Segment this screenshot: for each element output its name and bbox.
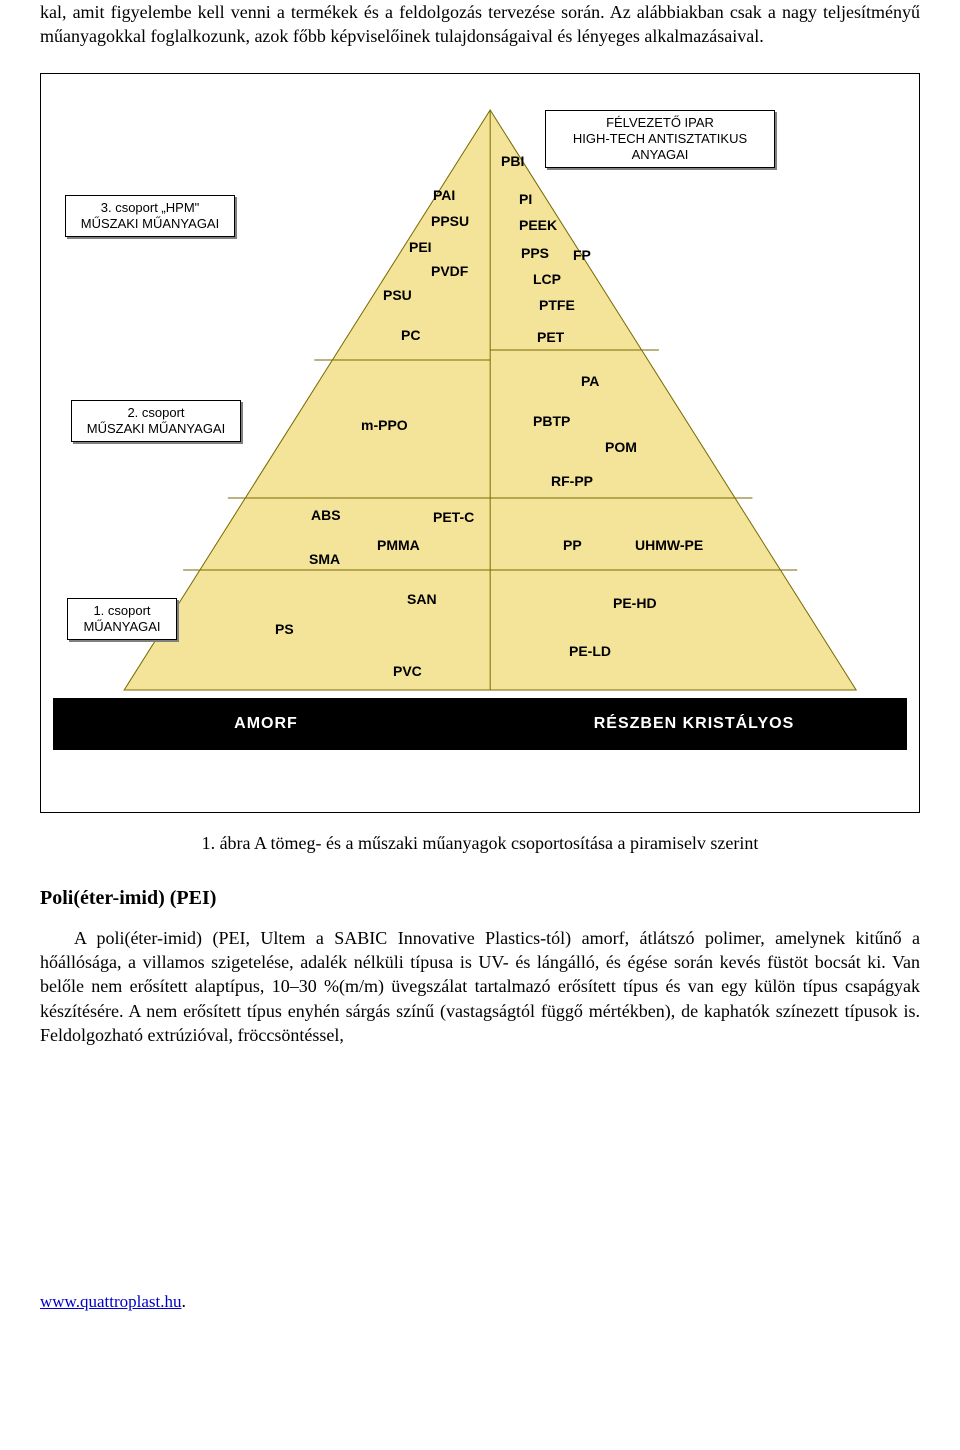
polymer-label: PE-HD <box>613 594 657 613</box>
top-callout-box: FÉLVEZETŐ IPAR HIGH-TECH ANTISZTATIKUS A… <box>545 110 775 169</box>
polymer-label: PET <box>537 328 564 347</box>
footer-link-dot: . <box>182 1291 187 1311</box>
body-paragraph: A poli(éter-imid) (PEI, Ultem a SABIC In… <box>40 926 920 1047</box>
polymer-label: PBTP <box>533 412 570 431</box>
side-box-1-line2: MŰANYAGAI <box>78 619 166 635</box>
bottom-right-label: RÉSZBEN KRISTÁLYOS <box>479 698 907 750</box>
polymer-label: PC <box>401 326 420 345</box>
polymer-label: PTFE <box>539 296 575 315</box>
bottom-left-label: AMORF <box>53 698 479 750</box>
polymer-label: m-PPO <box>361 416 408 435</box>
polymer-label: SMA <box>309 550 340 569</box>
pyramid-area: FÉLVEZETŐ IPAR HIGH-TECH ANTISZTATIKUS A… <box>53 90 907 750</box>
polymer-label: RF-PP <box>551 472 593 491</box>
polymer-label: PBI <box>501 152 524 171</box>
side-box-3-line1: 3. csoport „HPM" <box>76 200 224 216</box>
side-box-1: 1. csoport MŰANYAGAI <box>67 598 177 641</box>
top-box-line1: FÉLVEZETŐ IPAR <box>556 115 764 131</box>
polymer-label: PET-C <box>433 508 474 527</box>
polymer-label: PPSU <box>431 212 469 231</box>
polymer-label: PVC <box>393 662 422 681</box>
polymer-label: PMMA <box>377 536 420 555</box>
polymer-label: PEEK <box>519 216 557 235</box>
polymer-label: PP <box>563 536 582 555</box>
side-box-2: 2. csoport MŰSZAKI MŰANYAGAI <box>71 400 241 443</box>
top-box-line3: ANYAGAI <box>556 147 764 163</box>
polymer-label: PVDF <box>431 262 468 281</box>
figure-caption: 1. ábra A tömeg- és a műszaki műanyagok … <box>40 831 920 855</box>
polymer-label: PI <box>519 190 532 209</box>
side-box-2-line1: 2. csoport <box>82 405 230 421</box>
footer-link[interactable]: www.quattroplast.hu <box>40 1291 182 1314</box>
polymer-label: PPS <box>521 244 549 263</box>
polymer-label: PS <box>275 620 294 639</box>
side-box-3: 3. csoport „HPM" MŰSZAKI MŰANYAGAI <box>65 195 235 238</box>
polymer-label: PSU <box>383 286 412 305</box>
polymer-label: UHMW-PE <box>635 536 703 555</box>
top-box-line2: HIGH-TECH ANTISZTATIKUS <box>556 131 764 147</box>
polymer-label: LCP <box>533 270 561 289</box>
section-heading: Poli(éter-imid) (PEI) <box>40 885 920 912</box>
bottom-bar: AMORF RÉSZBEN KRISTÁLYOS <box>53 698 907 750</box>
polymer-label: SAN <box>407 590 437 609</box>
polymer-label: ABS <box>311 506 341 525</box>
side-box-1-line1: 1. csoport <box>78 603 166 619</box>
polymer-label: PAI <box>433 186 455 205</box>
polymer-label: PA <box>581 372 599 391</box>
figure-container: FÉLVEZETŐ IPAR HIGH-TECH ANTISZTATIKUS A… <box>40 73 920 813</box>
polymer-label: PE-LD <box>569 642 611 661</box>
side-box-2-line2: MŰSZAKI MŰANYAGAI <box>82 421 230 437</box>
footer: www.quattroplast.hu. <box>40 1291 186 1311</box>
polymer-label: PEI <box>409 238 432 257</box>
polymer-label: FP <box>573 246 591 265</box>
side-box-3-line2: MŰSZAKI MŰANYAGAI <box>76 216 224 232</box>
polymer-label: POM <box>605 438 637 457</box>
intro-paragraph: kal, amit figyelembe kell venni a termék… <box>40 0 920 49</box>
